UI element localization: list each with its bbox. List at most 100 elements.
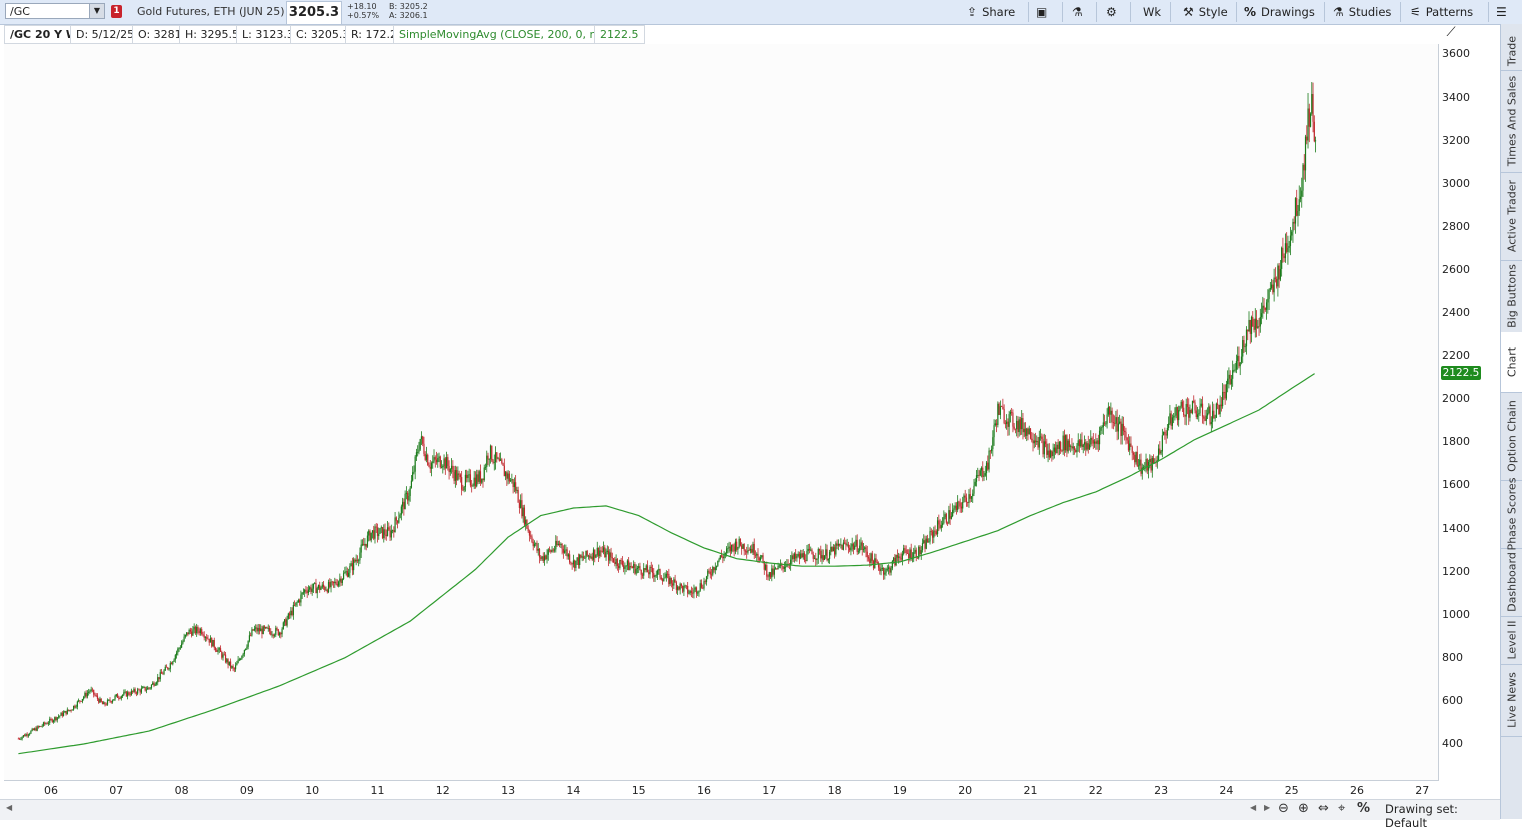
- candle-body: [1262, 305, 1264, 314]
- symbol-dropdown-icon[interactable]: ▼: [89, 4, 104, 18]
- candle-body: [1265, 302, 1268, 310]
- candle-body: [614, 562, 616, 565]
- candle-body: [904, 548, 906, 550]
- sidebar-tab-times-and-sales[interactable]: Times And Sales: [1501, 70, 1522, 173]
- candle-body: [1179, 406, 1181, 411]
- divider: [1324, 2, 1325, 22]
- aggregation-button[interactable]: Wk: [1143, 5, 1162, 19]
- bottom-bar: ◀ ◀ ▶ ⊖ ⊕ ⇔ ⌖ % Drawing set: Default: [0, 799, 1500, 830]
- candle-body: [473, 477, 475, 486]
- menu-button[interactable]: ☰: [1496, 0, 1512, 24]
- crosshair-icon[interactable]: ⌖: [1338, 801, 1346, 816]
- patterns-button[interactable]: ⚟ Patterns: [1410, 0, 1473, 24]
- sidebar-tab-live-news[interactable]: Live News: [1501, 664, 1522, 737]
- candle-body: [330, 581, 332, 588]
- candle-body: [73, 705, 75, 710]
- candle-body: [85, 692, 87, 697]
- candle-body: [265, 627, 267, 629]
- alert-badge[interactable]: 1: [111, 5, 122, 18]
- sidebar-tab-chart[interactable]: Chart: [1501, 332, 1522, 393]
- candle-body: [763, 561, 765, 570]
- candle-body: [734, 541, 736, 552]
- candle-body: [969, 494, 971, 499]
- candle-body: [423, 443, 425, 454]
- candle-body: [1157, 448, 1160, 461]
- candle-body: [1087, 443, 1089, 450]
- candle-body: [364, 543, 366, 546]
- time-axis[interactable]: 06 07 08 09 10 11 12 13 14 15 16 17 18 19 20 21 22 23 24 25…: [4, 781, 1438, 799]
- candle-body: [1219, 404, 1221, 415]
- flask-button[interactable]: ⚗: [1072, 0, 1088, 24]
- candle-body: [402, 501, 404, 507]
- candle-body: [1038, 436, 1040, 448]
- sidebar-tab-level-ii[interactable]: Level II: [1501, 616, 1522, 665]
- candle-body: [1145, 459, 1147, 467]
- candle-body: [757, 553, 759, 558]
- candle-body: [677, 586, 679, 590]
- price-tick-label: 1400: [1442, 521, 1470, 535]
- price-chart[interactable]: [4, 44, 1439, 781]
- candle-body: [452, 465, 454, 473]
- candle-body: [921, 543, 924, 551]
- sidebar-tab-phase-scores[interactable]: Phase Scores: [1501, 478, 1522, 550]
- settings-button[interactable]: ⚙: [1106, 0, 1122, 24]
- studies-button[interactable]: ⚗ Studies: [1333, 0, 1391, 24]
- sidebar-tab-active-trader[interactable]: Active Trader: [1501, 172, 1522, 261]
- percent-icon[interactable]: %: [1357, 801, 1371, 816]
- sidebar-tab-trade[interactable]: Trade: [1501, 32, 1522, 71]
- drawings-button[interactable]: % Drawings: [1244, 0, 1315, 24]
- candle-body: [714, 567, 716, 571]
- trendline-tool-icon[interactable]: ⟋: [1446, 25, 1456, 40]
- candle-body: [1102, 422, 1104, 428]
- candle-body: [1281, 247, 1283, 269]
- candle-body: [1144, 466, 1146, 468]
- candle-body: [560, 543, 562, 545]
- scroll-left-icon[interactable]: ◀: [6, 803, 13, 812]
- candle-body: [160, 672, 163, 674]
- candle-body: [876, 561, 878, 563]
- candle-body: [1049, 450, 1052, 458]
- study-label[interactable]: SimpleMovingAvg (CLOSE, 200, 0, no): [393, 25, 614, 44]
- candle-body: [1195, 410, 1197, 418]
- candle-body: [880, 569, 882, 572]
- candle-body: [903, 548, 905, 554]
- candle-body: [1044, 441, 1047, 444]
- sidebar-tab-dashboard[interactable]: Dashboard: [1501, 548, 1522, 617]
- candle-body: [941, 523, 944, 526]
- scroll-left-icon[interactable]: ◀: [1250, 803, 1257, 812]
- price-axis[interactable]: 400 600 800 1000 1200 1400 1600 1800 2000 2200 240…: [1439, 44, 1499, 780]
- candle-body: [1060, 442, 1062, 451]
- candle-body: [1028, 428, 1030, 435]
- sidebar-tab-big-buttons[interactable]: Big Buttons: [1501, 260, 1522, 333]
- time-tick-label: 21: [1023, 784, 1038, 797]
- candle-body: [646, 565, 649, 573]
- candle-body: [1260, 313, 1263, 317]
- candle-body: [832, 547, 834, 552]
- candle-body: [1076, 445, 1078, 453]
- pan-icon[interactable]: ⇔: [1318, 801, 1329, 816]
- symbol-input[interactable]: /GC ▼: [5, 3, 105, 19]
- candle-body: [335, 581, 337, 585]
- candle-body: [1175, 407, 1177, 416]
- drawing-set-label[interactable]: Drawing set: Default: [1385, 802, 1458, 830]
- sidebar-tab-option-chain[interactable]: Option Chain: [1501, 392, 1522, 481]
- zoom-out-icon[interactable]: ⊖: [1278, 801, 1289, 816]
- candle-body: [796, 556, 798, 559]
- scroll-right-icon[interactable]: ▶: [1264, 803, 1271, 812]
- share-button[interactable]: ⇪ Share: [967, 0, 1015, 24]
- candle-body: [42, 722, 45, 726]
- candle-body: [1176, 407, 1179, 421]
- candle-body: [111, 700, 114, 703]
- zoom-in-icon[interactable]: ⊕: [1298, 801, 1309, 816]
- style-button[interactable]: ⚒ Style: [1183, 0, 1228, 24]
- candle-body: [839, 543, 841, 546]
- candle-body: [1149, 458, 1151, 463]
- candle-body: [1107, 406, 1109, 415]
- candle-body: [245, 648, 247, 650]
- candle-body: [433, 457, 435, 462]
- candle-body: [1240, 356, 1243, 363]
- candle-body: [311, 588, 313, 592]
- snapshot-button[interactable]: ▣: [1036, 0, 1052, 24]
- candle-body: [530, 535, 532, 537]
- candle-body: [692, 592, 694, 594]
